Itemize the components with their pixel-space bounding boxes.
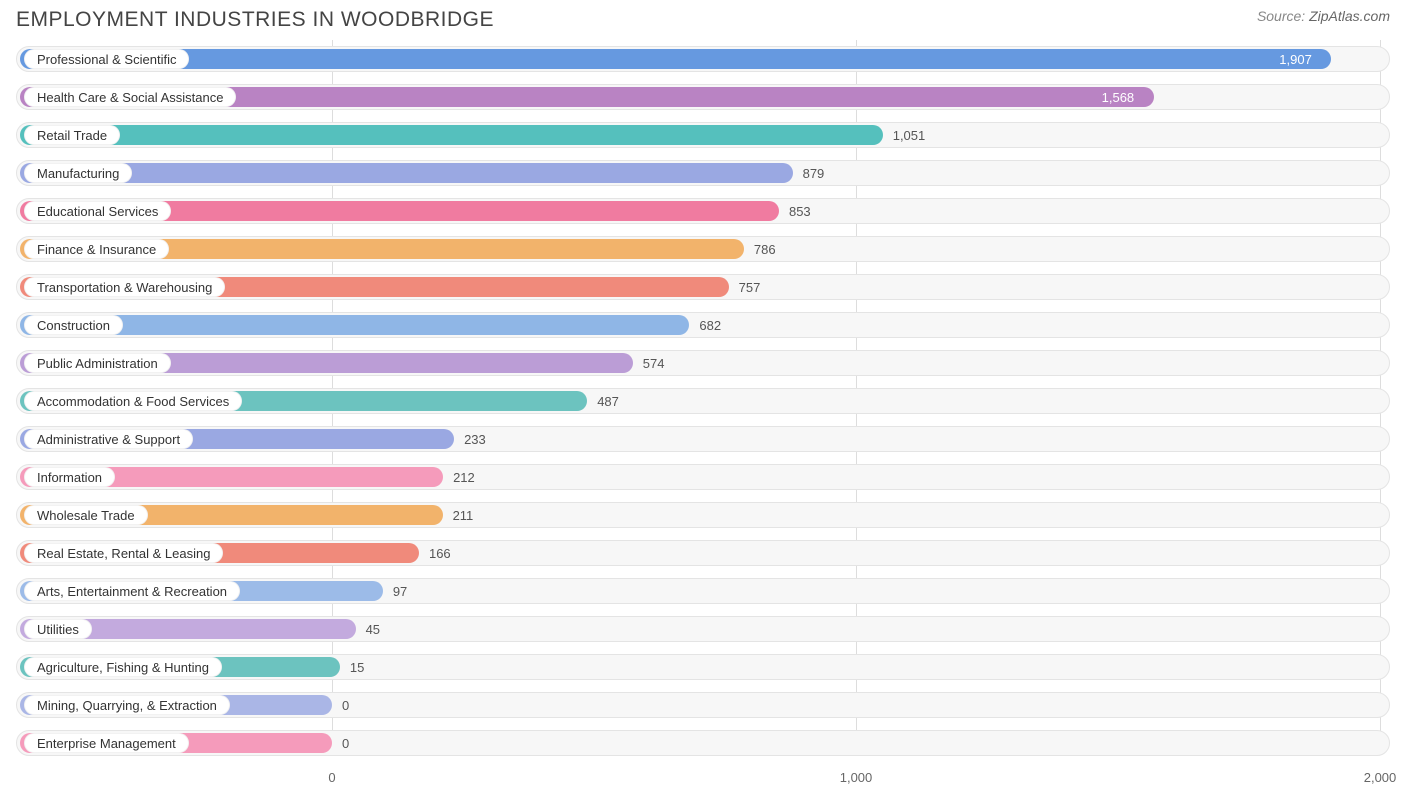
source-prefix: Source: [1257,8,1305,24]
source-name: ZipAtlas.com [1309,8,1390,24]
chart-title: EMPLOYMENT INDUSTRIES IN WOODBRIDGE [16,8,494,32]
category-pill: Health Care & Social Assistance [24,87,236,107]
value-label: 682 [699,308,721,342]
bar-row: Arts, Entertainment & Recreation 97 [16,574,1390,608]
category-pill: Transportation & Warehousing [24,277,225,297]
category-pill: Construction [24,315,123,335]
value-label: 166 [429,536,451,570]
category-pill: Accommodation & Food Services [24,391,242,411]
value-label: 233 [464,422,486,456]
x-tick-label: 2,000 [1364,770,1397,785]
category-pill: Administrative & Support [24,429,193,449]
category-pill: Agriculture, Fishing & Hunting [24,657,222,677]
category-pill: Retail Trade [24,125,120,145]
value-label: 0 [342,726,349,760]
bar-row: Information 212 [16,460,1390,494]
x-tick-label: 1,000 [840,770,873,785]
bar-fill [20,163,793,183]
bar-row: Health Care & Social Assistance 1,568 [16,80,1390,114]
value-label: 211 [453,498,474,532]
category-pill: Professional & Scientific [24,49,189,69]
bar-fill [20,125,883,145]
category-pill: Mining, Quarrying, & Extraction [24,695,230,715]
value-label: 1,051 [893,118,926,152]
value-label: 97 [393,574,407,608]
bar-row: Construction 682 [16,308,1390,342]
bar-row: Educational Services 853 [16,194,1390,228]
value-label: 1,907 [1271,42,1320,76]
bar-row: Transportation & Warehousing 757 [16,270,1390,304]
value-label: 0 [342,688,349,722]
bar-row: Finance & Insurance 786 [16,232,1390,266]
value-label: 757 [739,270,761,304]
x-axis: 01,0002,000 [16,764,1390,794]
category-pill: Utilities [24,619,92,639]
bar-row: Accommodation & Food Services 487 [16,384,1390,418]
value-label: 15 [350,650,364,684]
bar-row: Utilities 45 [16,612,1390,646]
category-pill: Real Estate, Rental & Leasing [24,543,223,563]
chart-plot-area: Professional & Scientific 1,907 Health Car… [0,36,1406,760]
bar-fill [20,49,1331,69]
category-pill: Information [24,467,115,487]
value-label: 574 [643,346,665,380]
category-pill: Enterprise Management [24,733,189,753]
value-label: 45 [366,612,380,646]
bar-row: Wholesale Trade 211 [16,498,1390,532]
value-label: 487 [597,384,619,418]
x-tick-label: 0 [328,770,335,785]
bar-row: Manufacturing 879 [16,156,1390,190]
bar-row: Real Estate, Rental & Leasing 166 [16,536,1390,570]
value-label: 853 [789,194,811,228]
value-label: 1,568 [1094,80,1143,114]
bar-row: Mining, Quarrying, & Extraction 0 [16,688,1390,722]
bar-row: Public Administration 574 [16,346,1390,380]
category-pill: Public Administration [24,353,171,373]
category-pill: Finance & Insurance [24,239,169,259]
value-label: 212 [453,460,475,494]
category-pill: Arts, Entertainment & Recreation [24,581,240,601]
category-pill: Manufacturing [24,163,132,183]
chart-header: EMPLOYMENT INDUSTRIES IN WOODBRIDGE Sour… [0,0,1406,36]
value-label: 879 [803,156,825,190]
bar-row: Administrative & Support 233 [16,422,1390,456]
bar-row: Agriculture, Fishing & Hunting 15 [16,650,1390,684]
value-label: 786 [754,232,776,266]
bar-row: Professional & Scientific 1,907 [16,42,1390,76]
bar-row: Retail Trade 1,051 [16,118,1390,152]
chart-source: Source: ZipAtlas.com [1257,8,1390,24]
bar-row: Enterprise Management 0 [16,726,1390,760]
category-pill: Educational Services [24,201,171,221]
category-pill: Wholesale Trade [24,505,148,525]
